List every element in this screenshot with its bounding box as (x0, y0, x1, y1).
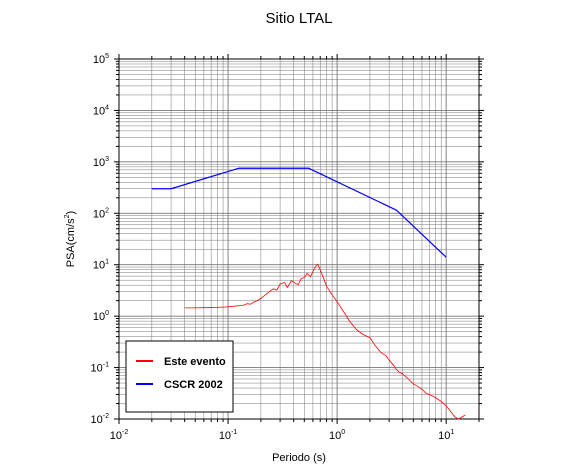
y-tick-label: 101 (93, 259, 109, 272)
x-tick-label: 101 (438, 429, 454, 442)
series-lines (151, 167, 466, 420)
x-tick-label: 10-1 (219, 429, 238, 442)
y-axis-label: PSA(cm/s2) (64, 211, 77, 267)
y-tick-label: 102 (93, 207, 109, 220)
y-tick-label: 104 (93, 104, 109, 117)
plot-frame (118, 58, 480, 420)
series-line-este-evento (184, 263, 466, 420)
y-tick-label: 100 (93, 310, 109, 323)
grid (118, 58, 480, 420)
legend-label-cscr-2002: CSCR 2002 (164, 379, 223, 391)
legend-box (125, 340, 234, 413)
legend: Este evento CSCR 2002 (125, 340, 234, 413)
x-tick-label: 100 (329, 429, 345, 442)
x-tick-label: 10-2 (110, 429, 129, 442)
series-line-cscr-2002 (151, 167, 447, 258)
legend-label-este-evento: Este evento (164, 356, 226, 368)
y-tick-label: 10-1 (91, 362, 110, 375)
x-axis-label: Periodo (s) (272, 452, 326, 464)
y-tick-label: 10-2 (91, 413, 110, 426)
y-tick-label: 105 (93, 53, 109, 66)
y-tick-label: 103 (93, 156, 109, 169)
axes: 10-2 10-1 100 101 10-2 10-1 100 101 102 103 104 105 (91, 53, 484, 442)
chart-title: Sitio LTAL (266, 10, 333, 27)
